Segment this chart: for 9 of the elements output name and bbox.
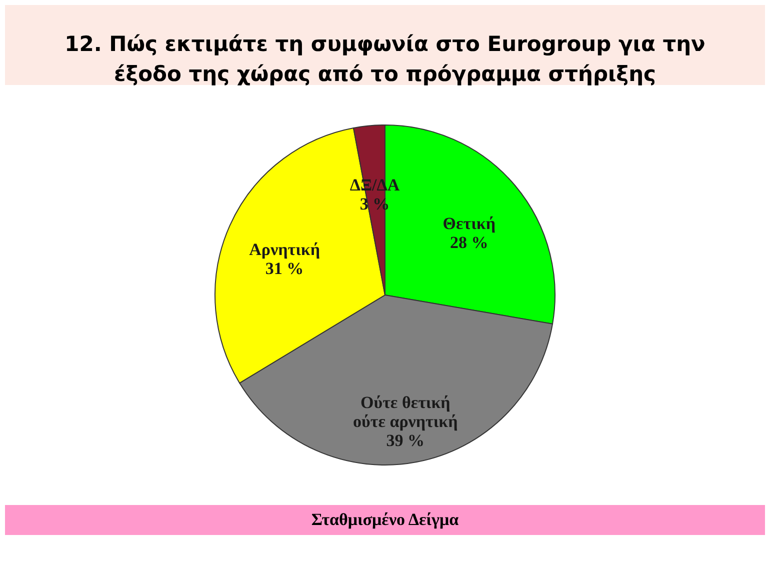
text: Σταθμισμένο Δείγμα — [311, 510, 460, 529]
slice-label: Ούτε θετική ούτε αρνητική — [353, 393, 458, 432]
slice-label: Αρνητική — [249, 240, 320, 260]
slice-label: ΔΞ/ΔΑ — [350, 175, 400, 194]
data-label: 28 % — [450, 233, 488, 252]
data-label: 39 % — [386, 431, 425, 450]
data-label: 31 % — [265, 259, 304, 278]
slice-label: Θετική — [442, 214, 496, 234]
chart-title: 12. Πώς εκτιμάτε τη συμφωνία στο Eurogroup για την έξοδο της χώρας από το πρόγραμμα στήριξης — [64, 32, 706, 86]
